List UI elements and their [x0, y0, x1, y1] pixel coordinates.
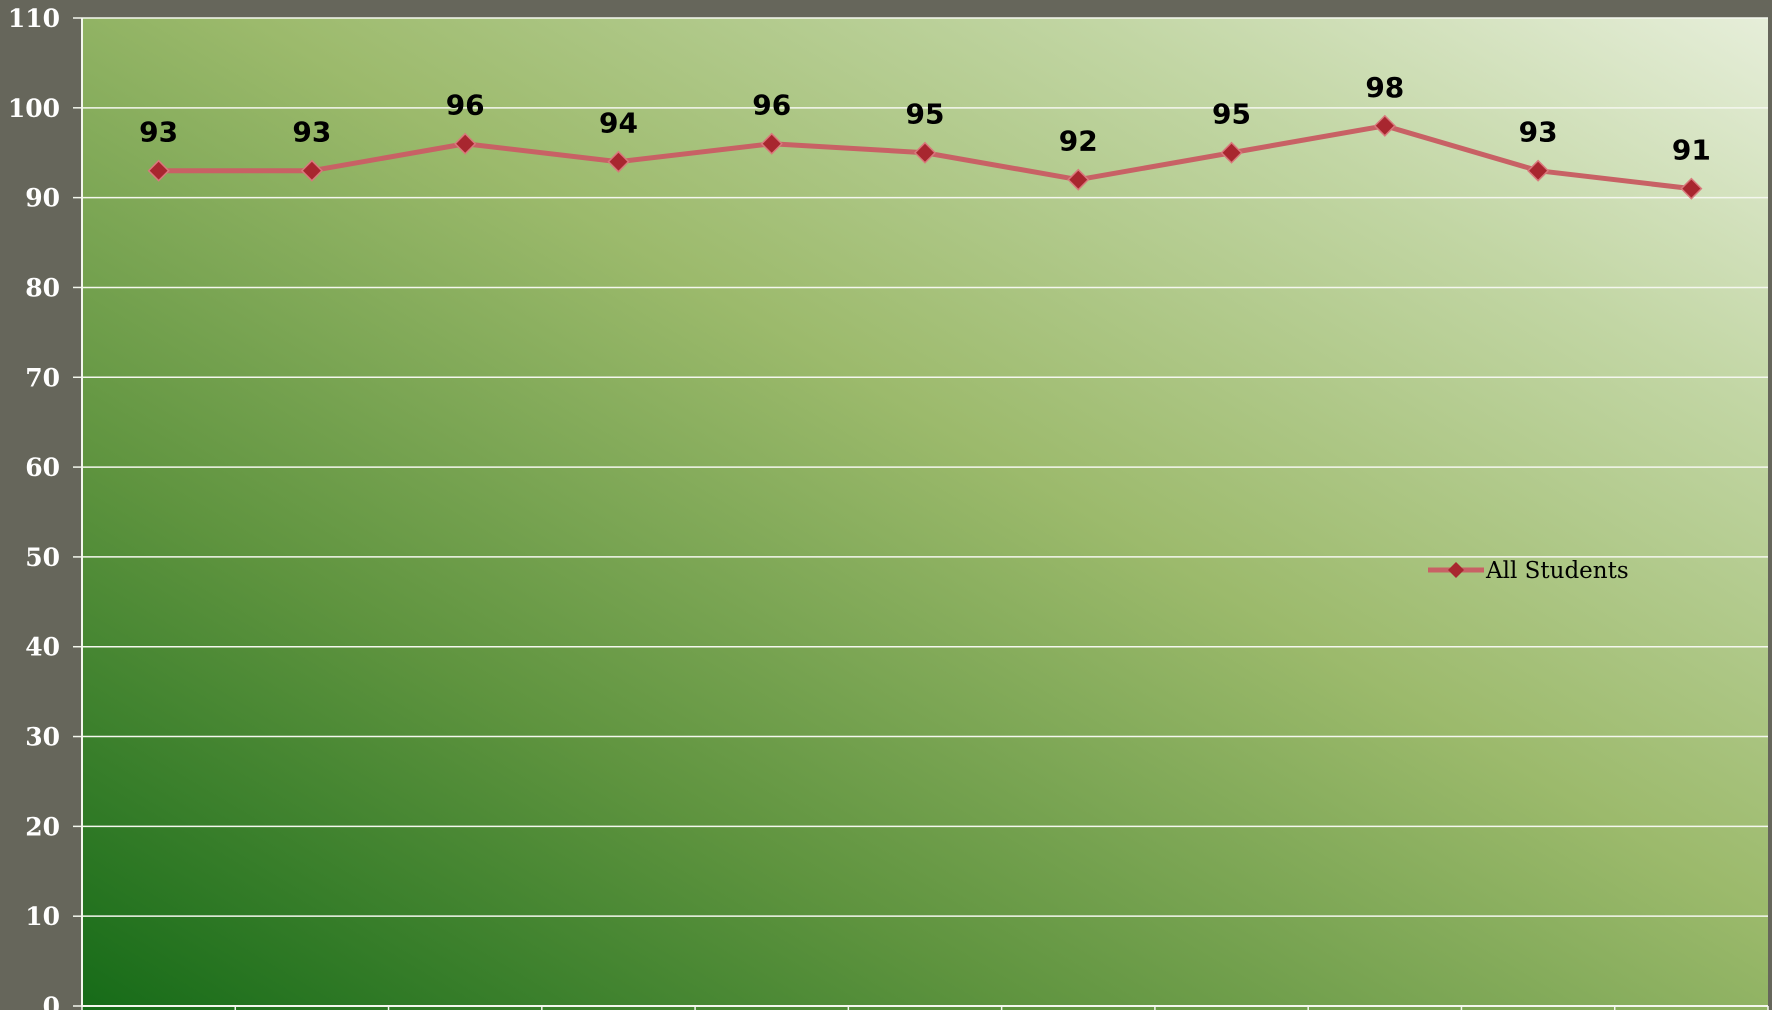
data-point-marker — [300, 159, 323, 182]
data-label: 96 — [446, 89, 485, 122]
y-tick-label: 70 — [25, 363, 60, 392]
data-label: 98 — [1365, 71, 1404, 104]
data-label: 92 — [1059, 125, 1098, 158]
data-point-marker — [1220, 141, 1243, 164]
y-tick-label: 50 — [25, 543, 60, 572]
legend: All Students — [1428, 558, 1629, 584]
legend-marker — [1448, 562, 1464, 578]
data-label: 96 — [752, 89, 791, 122]
data-label: 93 — [1519, 116, 1558, 149]
data-label: 94 — [599, 107, 638, 140]
gridlines — [82, 17, 1768, 917]
y-tick-labels: 0 10 20 30 40 50 60 70 80 90 100 110 — [8, 4, 60, 1010]
y-tick-label: 20 — [25, 812, 60, 841]
y-tick-label: 110 — [8, 4, 60, 33]
plot-area — [82, 18, 1768, 1010]
data-point-marker — [760, 132, 783, 155]
legend-label: All Students — [1485, 558, 1629, 584]
data-point-marker — [1067, 168, 1090, 191]
data-labels: 93 93 96 94 96 95 92 95 98 93 91 — [139, 71, 1711, 167]
y-tick-label: 0 — [43, 992, 60, 1010]
data-point-marker — [913, 141, 937, 164]
axes — [73, 17, 1769, 1010]
data-point-marker — [454, 132, 477, 155]
data-point-marker — [1527, 159, 1550, 182]
data-point-marker — [147, 159, 170, 182]
data-label: 95 — [906, 98, 945, 131]
y-tick-label: 30 — [25, 723, 60, 752]
data-point-marker — [607, 150, 630, 173]
y-tick-label: 40 — [25, 633, 60, 662]
data-point-marker — [1680, 177, 1703, 200]
data-label: 93 — [292, 116, 331, 149]
data-label: 93 — [139, 116, 178, 149]
y-tick-label: 60 — [25, 453, 60, 482]
y-tick-label: 80 — [25, 273, 60, 302]
data-point-marker — [1373, 114, 1396, 137]
data-label: 91 — [1672, 134, 1711, 167]
y-tick-label: 100 — [8, 94, 60, 123]
data-label: 95 — [1212, 98, 1251, 131]
y-tick-label: 90 — [25, 184, 60, 213]
series-all-students — [147, 114, 1703, 200]
y-tick-label: 10 — [25, 902, 60, 931]
